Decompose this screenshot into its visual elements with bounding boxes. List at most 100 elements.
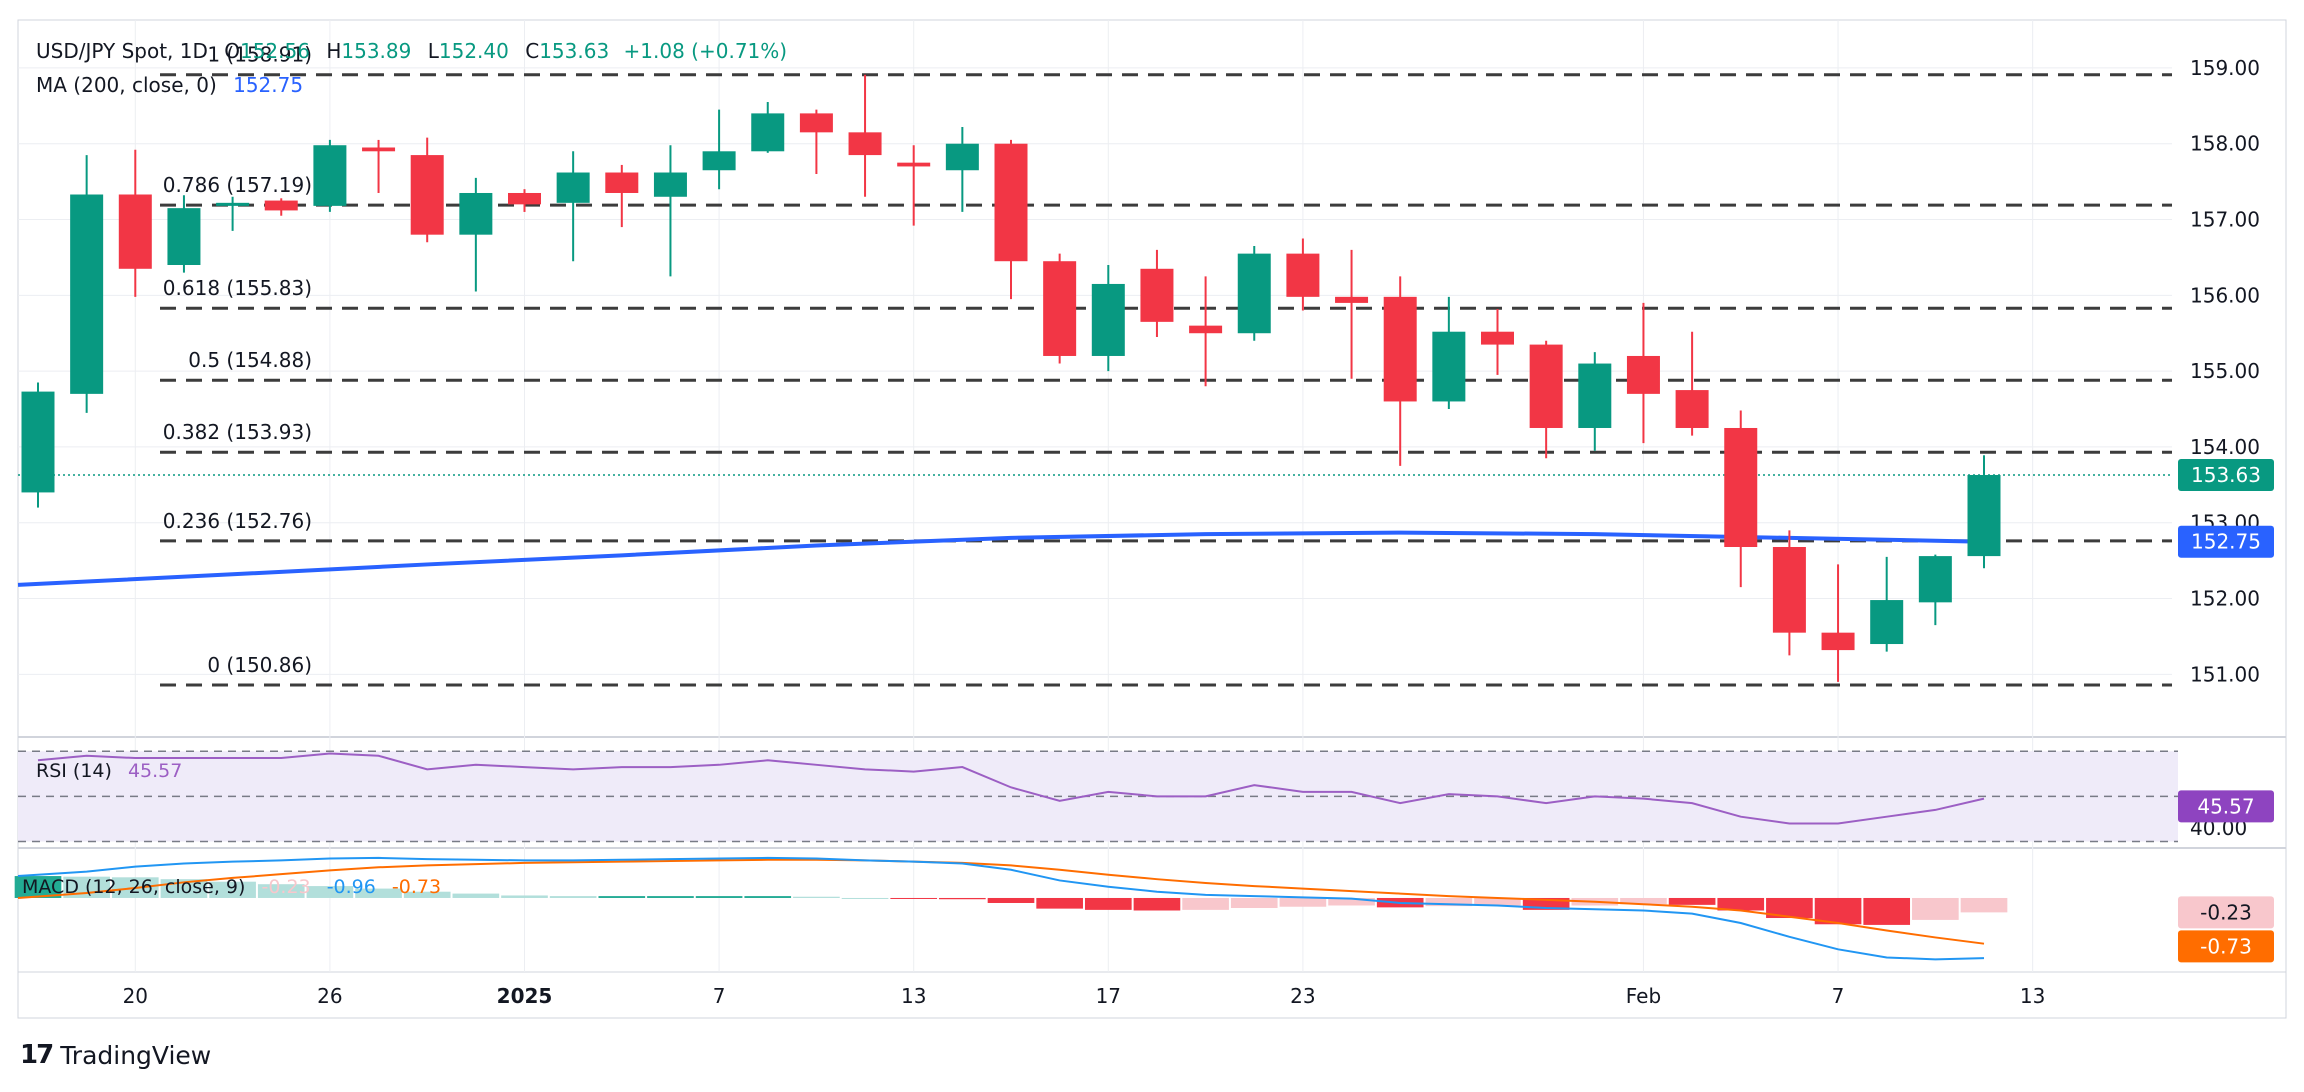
candle bbox=[1383, 276, 1417, 466]
tradingview-wordmark: TradingView bbox=[60, 1040, 212, 1070]
ohlc-change: +1.08 (+0.71%) bbox=[624, 39, 788, 63]
candle bbox=[1578, 352, 1612, 451]
candle bbox=[1821, 564, 1855, 682]
macd-histogram-bar bbox=[695, 896, 743, 898]
candle bbox=[1189, 276, 1223, 387]
macd-hist-badge-text: -0.23 bbox=[2200, 900, 2252, 924]
candle bbox=[1091, 265, 1125, 372]
candle bbox=[21, 382, 55, 508]
fib-level-label: 1 (158.91) bbox=[207, 43, 312, 67]
candle-body bbox=[1481, 331, 1514, 345]
candle bbox=[410, 137, 444, 243]
fib-level-label: 0.5 (154.88) bbox=[188, 348, 312, 372]
x-tick-label: 23 bbox=[1290, 984, 1315, 1008]
macd-histogram-bar bbox=[1912, 897, 1959, 920]
candle-body bbox=[799, 113, 833, 133]
x-tick-label: 2025 bbox=[497, 984, 553, 1008]
candlestick-series bbox=[21, 74, 2001, 682]
candle-body bbox=[751, 113, 785, 152]
macd-legend-signal: -0.73 bbox=[392, 876, 441, 898]
candle-body bbox=[1140, 268, 1174, 322]
candle bbox=[945, 127, 979, 212]
price-axis[interactable]: 151.00152.00153.00154.00155.00156.00157.… bbox=[2178, 56, 2274, 686]
macd-histogram-bar bbox=[647, 896, 694, 898]
y-tick-label: 154.00 bbox=[2190, 435, 2260, 459]
ohlc-low-value: 152.40 bbox=[439, 39, 509, 63]
candle bbox=[1140, 249, 1174, 338]
candle bbox=[167, 195, 201, 273]
chart-title: USD/JPY Spot, 1D bbox=[36, 39, 208, 63]
macd-histogram-bar bbox=[890, 897, 938, 899]
rsi-legend-value: 45.57 bbox=[128, 760, 182, 782]
candle bbox=[362, 139, 396, 193]
fib-level-label: 0.786 (157.19) bbox=[163, 173, 312, 197]
x-tick-label: 13 bbox=[2020, 984, 2045, 1008]
x-tick-label: Feb bbox=[1626, 984, 1661, 1008]
candle bbox=[605, 164, 639, 228]
candle-body bbox=[508, 192, 541, 205]
candle bbox=[1918, 554, 1952, 626]
candle-body bbox=[1286, 253, 1320, 297]
candle-body bbox=[1578, 363, 1612, 428]
macd-histogram-bar bbox=[1133, 897, 1181, 911]
candle bbox=[1967, 455, 2001, 569]
candle bbox=[1626, 302, 1660, 444]
macd-histogram-bar bbox=[939, 897, 986, 900]
macd-histogram-bar bbox=[1717, 897, 1765, 911]
macd-histogram-bar bbox=[355, 888, 402, 898]
x-tick-label: 20 bbox=[123, 984, 148, 1008]
last-price-label-badge bbox=[2178, 458, 2274, 491]
macd-histogram-bar bbox=[549, 896, 597, 898]
macd-legend-macd: -0.96 bbox=[327, 876, 376, 898]
ma-200-layer bbox=[17, 530, 1985, 587]
y-tick-label: 151.00 bbox=[2190, 662, 2260, 686]
macd-histogram-bar bbox=[793, 896, 840, 898]
candle-body bbox=[1675, 390, 1709, 428]
fib-level-label: 0.382 (153.93) bbox=[163, 420, 312, 444]
macd-histogram-bar bbox=[452, 893, 500, 898]
candle bbox=[751, 102, 785, 153]
candle bbox=[216, 196, 250, 231]
candle bbox=[1724, 410, 1758, 588]
candle-body bbox=[1432, 331, 1466, 402]
tradingview-logo[interactable]: 17 TradingView bbox=[20, 1040, 211, 1070]
candle bbox=[897, 145, 931, 226]
candle-body bbox=[70, 194, 104, 394]
candle bbox=[799, 109, 833, 175]
macd-signal-badge bbox=[2178, 930, 2274, 963]
x-tick-label: 7 bbox=[1832, 984, 1845, 1008]
macd-histogram-bar bbox=[1328, 897, 1375, 906]
y-tick-label: 158.00 bbox=[2190, 132, 2260, 156]
macd-histogram-bar bbox=[987, 897, 1035, 903]
candle-body bbox=[994, 143, 1028, 262]
candle-body bbox=[1772, 547, 1806, 633]
macd-histogram-bar bbox=[501, 895, 548, 898]
last-price-label-text: 153.63 bbox=[2191, 463, 2261, 487]
ohlc-close-value: 153.63 bbox=[539, 39, 609, 63]
candle-body bbox=[167, 208, 201, 265]
macd-pane: -0.23 -0.73 bbox=[14, 856, 2274, 963]
candle bbox=[1286, 238, 1320, 311]
candle-body bbox=[1383, 296, 1417, 402]
x-tick-label: 17 bbox=[1096, 984, 1121, 1008]
y-tick-label: 159.00 bbox=[2190, 56, 2260, 80]
macd-histogram-bar bbox=[1425, 897, 1473, 907]
candle-body bbox=[848, 132, 882, 156]
candle bbox=[1481, 308, 1514, 375]
candle bbox=[1335, 249, 1369, 379]
candle-body bbox=[1237, 253, 1271, 334]
candle bbox=[1675, 331, 1709, 436]
macd-histogram-bar bbox=[1620, 897, 1667, 905]
time-axis[interactable]: 20 26 2025 7 13 17 23 Feb 7 13 bbox=[123, 984, 2046, 1008]
macd-signal-line bbox=[17, 858, 1985, 945]
fib-level-label: 0.236 (152.76) bbox=[163, 509, 312, 533]
y-tick-label: 152.00 bbox=[2190, 587, 2260, 611]
candle-body bbox=[313, 145, 347, 206]
candle-body bbox=[362, 147, 396, 152]
ohlc-low-label: L bbox=[428, 39, 440, 63]
macd-histogram-bar bbox=[1522, 897, 1570, 910]
ohlc-close-label: C bbox=[525, 39, 539, 63]
candle-body bbox=[459, 192, 493, 235]
